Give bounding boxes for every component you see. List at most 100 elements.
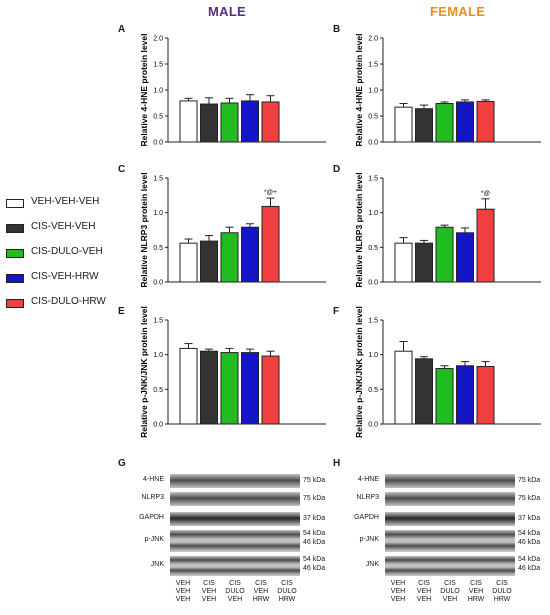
legend-swatch [6, 299, 24, 308]
bar-chart-d: Relative NLRP3 protein level 0.0 0.5 1.0 1.5… [354, 172, 541, 288]
lane-label: CIS VEH VEH [196, 580, 222, 604]
blot-band-image [385, 474, 515, 488]
lane-label-line: CIS [229, 580, 241, 587]
blot-band-image [385, 530, 515, 552]
bar-cis-veh-veh [415, 108, 433, 143]
y-axis-label: Relative 4-HNE protein level [139, 34, 149, 147]
lane-label-line: VEH [175, 588, 191, 595]
panel-letter-b: B [333, 24, 341, 35]
y-tick-label: 2.0 [153, 36, 163, 43]
lane-label: VEH VEH VEH [170, 580, 196, 604]
lane-label-line: HRW [467, 596, 485, 603]
molecular-weight-label: 46 kDa [303, 565, 326, 572]
legend-swatch [6, 249, 24, 258]
molecular-weight-label: 75 kDa [303, 495, 326, 502]
bar-cis-veh-hrw [241, 352, 259, 425]
lane-label-line: CIS [418, 580, 430, 587]
panel-letter-f: F [333, 306, 340, 317]
y-tick-label: 1.0 [153, 352, 163, 359]
lane-label-line: VEH [390, 596, 406, 603]
bar-cis-dulo-veh [220, 102, 239, 143]
lane-label-line: CIS [444, 580, 456, 587]
bar-chart-f: Relative p-JNK/JNK protein level 0.0 0.5 1.… [354, 306, 541, 438]
significance-marker: *@ [481, 190, 491, 197]
bar-cis-dulo-hrw [476, 365, 495, 425]
bar-chart-e: Relative p-JNK/JNK protein level 0.0 0.5 1.… [139, 306, 326, 438]
lane-label-line: CIS [203, 580, 215, 587]
panel-letter-h: H [333, 458, 341, 469]
y-tick-label: 0.0 [368, 140, 378, 147]
lane-label-line: DULO [492, 588, 512, 595]
blot-row-label: p-JNK [359, 536, 379, 543]
lane-label-line: VEH [416, 588, 432, 595]
legend-label: CIS-VEH-HRW [31, 271, 99, 282]
blot-band-image [170, 492, 300, 506]
lane-label-line: CIS [255, 580, 267, 587]
blot-band-image [170, 556, 300, 576]
molecular-weight-label: 37 kDa [518, 515, 541, 522]
bar-cis-veh-hrw [456, 101, 474, 143]
blot-band-image [385, 492, 515, 506]
lane-label: CIS DULO HRW [489, 580, 515, 604]
y-tick-label: 1.5 [368, 62, 378, 69]
y-tick-label: 1.5 [368, 176, 378, 183]
panel-letter-a: A [118, 24, 126, 35]
y-tick-label: 0.5 [368, 114, 378, 121]
bar-cis-veh-veh [415, 242, 433, 283]
y-tick-label: 1.5 [153, 318, 163, 325]
bar-cis-dulo-hrw [261, 355, 280, 425]
y-tick-label: 0.0 [368, 280, 378, 287]
legend-swatch [6, 199, 24, 208]
lane-label-line: VEH [253, 588, 269, 595]
y-tick-label: 1.0 [153, 210, 163, 217]
bar-veh-veh-veh [179, 242, 198, 283]
lane-label-line: DULO [225, 588, 245, 595]
molecular-weight-label: 54 kDa [303, 556, 326, 563]
y-axis-label: Relative NLRP3 protein level [139, 172, 149, 287]
molecular-weight-label: 46 kDa [518, 539, 541, 546]
y-tick-label: 0.5 [368, 245, 378, 252]
bar-veh-veh-veh [179, 100, 198, 143]
legend-label: CIS-DULO-VEH [31, 246, 103, 257]
bar-veh-veh-veh [394, 106, 413, 143]
bar-cis-veh-veh [200, 350, 218, 425]
y-tick-label: 1.0 [153, 88, 163, 95]
lane-label-line: DULO [440, 588, 460, 595]
y-axis-label: Relative 4-HNE protein level [354, 34, 364, 147]
lane-label: VEH VEH VEH [385, 580, 411, 604]
legend-label: CIS-VEH-VEH [31, 221, 96, 232]
blot-row-label: 4-HNE [142, 476, 164, 483]
bar-chart-c: Relative NLRP3 protein level 0.0 0.5 1.0 1.5… [139, 172, 326, 288]
y-tick-label: 1.5 [368, 318, 378, 325]
western-blot-g: 4-HNE 75 kDa NLRP3 75 kDa GAPDH 37 kDa p-JNK 54… [120, 470, 350, 610]
bar-cis-dulo-veh [220, 352, 239, 425]
y-tick-label: 1.0 [368, 210, 378, 217]
legend-label: CIS-DULO-HRW [31, 296, 106, 307]
blot-row-label: p-JNK [144, 536, 164, 543]
blot-row-label: JNK [150, 561, 164, 568]
lane-label-line: VEH [468, 588, 484, 595]
lane-label-line: VEH [227, 596, 243, 603]
bar-cis-dulo-hrw [261, 101, 280, 143]
molecular-weight-label: 75 kDa [518, 477, 541, 484]
lane-label: CIS VEH HRW [248, 580, 274, 604]
lane-label-line: VEH [390, 580, 406, 587]
lane-label-line: HRW [252, 596, 270, 603]
lane-label: CIS VEH VEH [411, 580, 437, 604]
male-title: MALE [208, 4, 247, 19]
lane-label-line: VEH [201, 596, 217, 603]
blot-row-label: GAPDH [354, 514, 379, 521]
legend-label: VEH-VEH-VEH [31, 196, 100, 207]
female-title: FEMALE [430, 4, 486, 19]
molecular-weight-label: 75 kDa [518, 495, 541, 502]
molecular-weight-label: 46 kDa [303, 539, 326, 546]
lane-label-line: CIS [496, 580, 508, 587]
legend-swatch [6, 274, 24, 283]
lane-label-line: VEH [442, 596, 458, 603]
y-tick-label: 0.5 [153, 387, 163, 394]
panel-letter-e: E [118, 306, 125, 317]
y-tick-label: 0.0 [153, 422, 163, 429]
lane-label: CIS VEH HRW [463, 580, 489, 604]
lane-label-line: DULO [277, 588, 297, 595]
blot-band-image [170, 512, 300, 526]
